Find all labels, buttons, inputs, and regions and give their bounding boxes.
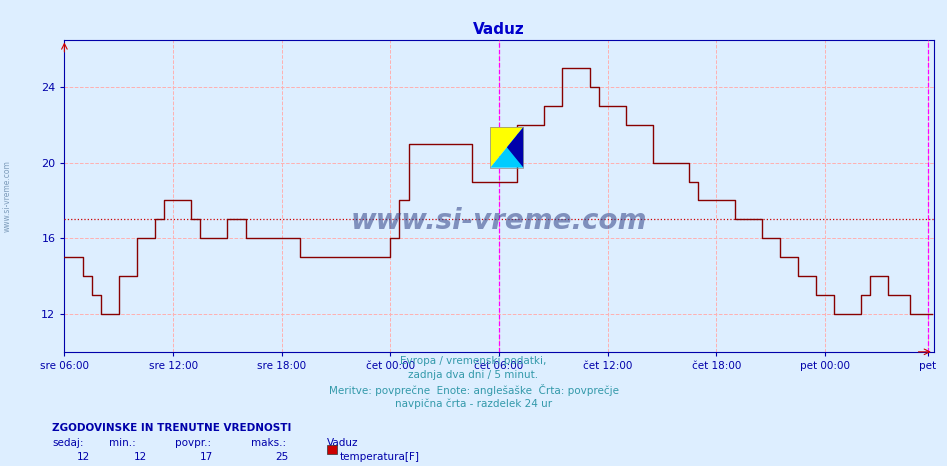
Text: 12: 12 [77,452,90,462]
Text: Meritve: povprečne  Enote: anglešaške  Črta: povprečje: Meritve: povprečne Enote: anglešaške Črt… [329,384,618,397]
Text: 17: 17 [200,452,213,462]
Text: www.si-vreme.com: www.si-vreme.com [350,207,648,235]
Text: zadnja dva dni / 5 minut.: zadnja dva dni / 5 minut. [408,370,539,380]
Text: ZGODOVINSKE IN TRENUTNE VREDNOSTI: ZGODOVINSKE IN TRENUTNE VREDNOSTI [52,423,292,433]
Text: Evropa / vremenski podatki,: Evropa / vremenski podatki, [401,356,546,366]
Text: navpična črta - razdelek 24 ur: navpična črta - razdelek 24 ur [395,398,552,409]
Text: 25: 25 [276,452,289,462]
Polygon shape [507,127,524,168]
Text: sedaj:: sedaj: [52,438,83,448]
Text: povpr.:: povpr.: [175,438,211,448]
Bar [491,127,524,168]
Text: 12: 12 [134,452,147,462]
Text: www.si-vreme.com: www.si-vreme.com [3,160,12,232]
Text: min.:: min.: [109,438,135,448]
Text: maks.:: maks.: [251,438,286,448]
Polygon shape [491,127,524,168]
Title: Vaduz: Vaduz [474,22,525,37]
Text: temperatura[F]: temperatura[F] [340,452,420,462]
Polygon shape [491,127,524,168]
Text: Vaduz: Vaduz [327,438,358,448]
